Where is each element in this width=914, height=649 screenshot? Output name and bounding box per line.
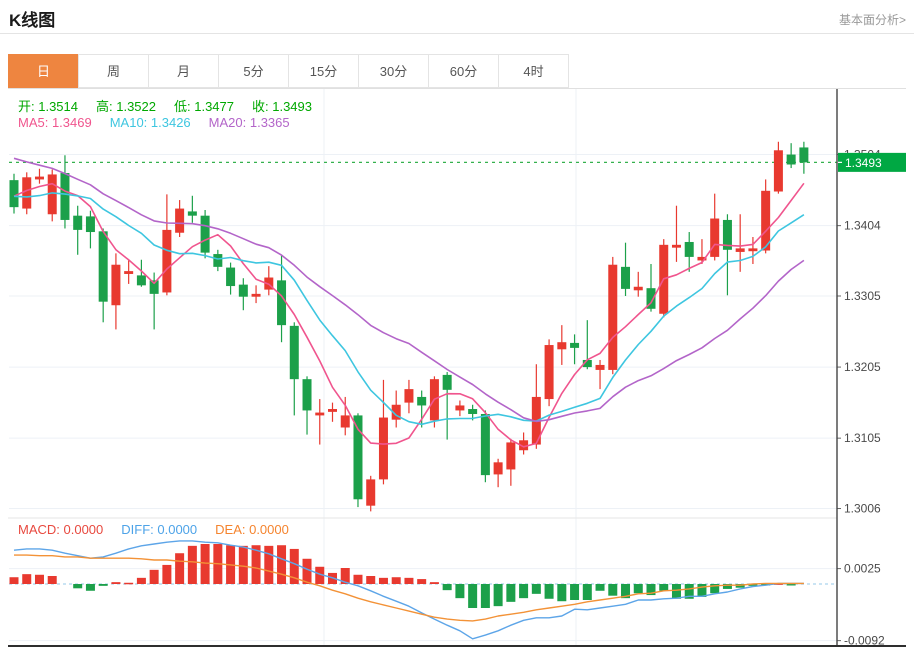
tab-month[interactable]: 月 (148, 54, 219, 88)
ma10-value: MA10: 1.3426 (109, 115, 191, 130)
fundamental-analysis-link[interactable]: 基本面分析> (838, 13, 906, 27)
macd-value: MACD: 0.0000 (18, 522, 104, 537)
svg-text:1.3493: 1.3493 (845, 156, 882, 170)
ma-legend: MA5: 1.3469 MA10: 1.3426 MA20: 1.3365 (18, 115, 308, 130)
macd-legend: MACD: 0.0000 DIFF: 0.0000 DEA: 0.0000 (18, 522, 307, 537)
svg-text:1.3105: 1.3105 (844, 431, 881, 445)
svg-text:1.3404: 1.3404 (844, 219, 881, 233)
diff-value: DIFF: 0.0000 (121, 522, 198, 537)
svg-text:-0.0092: -0.0092 (844, 634, 885, 647)
ohlc-low: 低: 1.3477 (174, 99, 234, 114)
tab-week[interactable]: 周 (78, 54, 149, 88)
dea-value: DEA: 0.0000 (215, 522, 289, 537)
tab-30min[interactable]: 30分 (358, 54, 429, 88)
kline-chart[interactable]: 1.35041.34041.33051.32051.31051.30060.00… (8, 88, 906, 647)
svg-text:0.0025: 0.0025 (844, 562, 881, 576)
period-tabs: 日周月 5分 15分 30分 60分 4时 (8, 54, 569, 88)
tab-15min[interactable]: 15分 (288, 54, 359, 88)
ma20-value: MA20: 1.3365 (208, 115, 290, 130)
ma5-value: MA5: 1.3469 (18, 115, 92, 130)
tab-5min[interactable]: 5分 (218, 54, 289, 88)
svg-text:1.3006: 1.3006 (844, 502, 881, 516)
header-divider (0, 33, 914, 34)
ohlc-legend: 开: 1.3514 高: 1.3522 低: 1.3477 收: 1.3493 (18, 96, 330, 115)
tab-4hour[interactable]: 4时 (498, 54, 569, 88)
ohlc-close: 收: 1.3493 (252, 99, 312, 114)
tab-60min[interactable]: 60分 (428, 54, 499, 88)
svg-text:1.3305: 1.3305 (844, 289, 881, 303)
tab-day[interactable]: 日 (8, 54, 79, 88)
page-title: K线图 (9, 11, 56, 30)
chart-canvas[interactable]: 1.35041.34041.33051.32051.31051.30060.00… (8, 89, 906, 647)
ohlc-open: 开: 1.3514 (18, 99, 78, 114)
svg-text:1.3205: 1.3205 (844, 360, 881, 374)
ohlc-high: 高: 1.3522 (96, 99, 156, 114)
